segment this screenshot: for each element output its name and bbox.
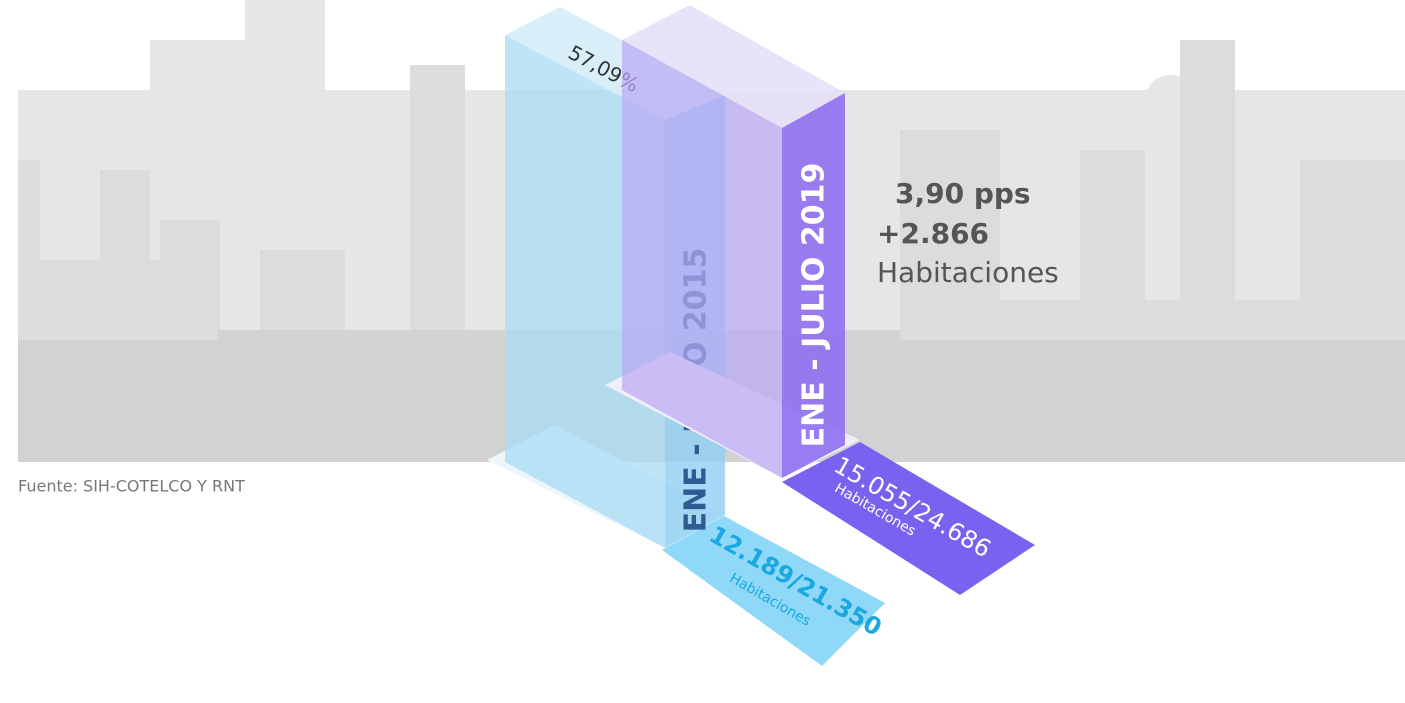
highlight: 3,90 pps +2.866 Habitaciones	[877, 177, 1059, 289]
bar-2019: 60,99% ENE - JULIO 2019 15.055/24.686 Ha…	[605, 0, 1035, 595]
bar-side	[782, 93, 845, 478]
period: ENE - JULIO 2019	[797, 163, 832, 448]
unit: Habitaciones	[877, 256, 1059, 289]
bar-top	[622, 5, 845, 128]
change: 3,90 pps	[895, 177, 1031, 210]
bar-front	[622, 40, 782, 478]
rooms-label-bg	[782, 442, 1035, 595]
rooms-added: +2.866	[877, 217, 989, 250]
rooms-label-bg	[662, 516, 885, 666]
source: Fuente: SIH-COTELCO Y RNT	[18, 477, 245, 496]
